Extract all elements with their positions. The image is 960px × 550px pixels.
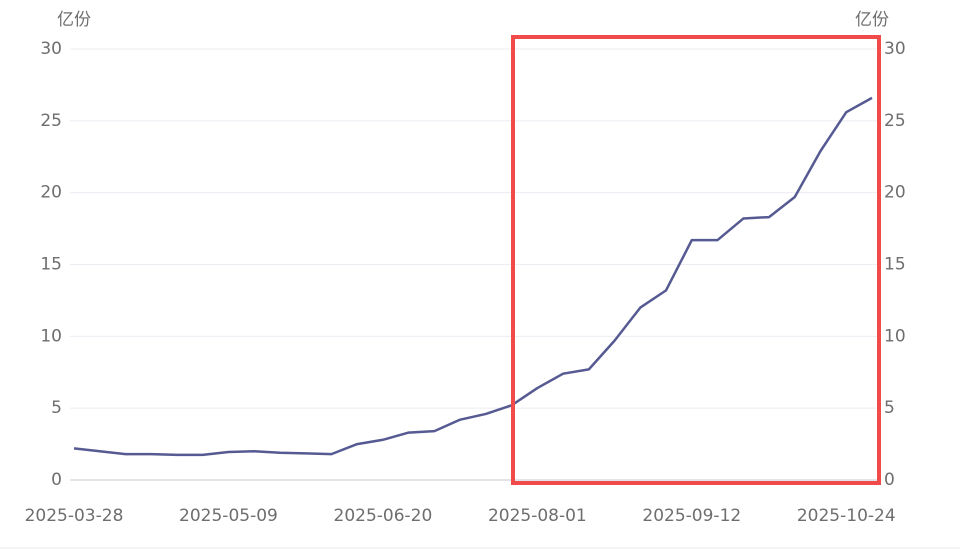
y-tick-label: 15 [40, 255, 62, 275]
y2-tick-label: 30 [884, 39, 906, 59]
x-tick-label: 2025-05-09 [179, 506, 278, 526]
x-tick-label: 2025-10-24 [797, 506, 896, 526]
y-tick-label: 30 [40, 39, 62, 59]
line [73, 96, 873, 457]
y2-tick-label: 25 [884, 111, 906, 131]
y2-tick-label: 15 [884, 255, 906, 275]
y-tick-label: 5 [51, 398, 62, 418]
y2-tick-label: 20 [884, 183, 906, 203]
y-tick-label: 10 [40, 326, 62, 346]
y2-tick-label: 10 [884, 326, 906, 346]
y2-tick-label: 0 [884, 470, 895, 490]
x-tick-label: 2025-09-12 [642, 506, 741, 526]
x-tick-label: 2025-03-28 [25, 506, 124, 526]
y2-axis-unit: 亿份 [855, 10, 889, 30]
y-axis-unit: 亿份 [57, 10, 91, 30]
x-tick-label: 2025-06-20 [334, 506, 433, 526]
y-tick-label: 25 [40, 111, 62, 131]
y2-tick-label: 5 [884, 398, 895, 418]
highlight-box [511, 35, 881, 485]
y-tick-label: 0 [51, 470, 62, 490]
x-tick-label: 2025-08-01 [488, 506, 587, 526]
y-tick-label: 20 [40, 183, 62, 203]
